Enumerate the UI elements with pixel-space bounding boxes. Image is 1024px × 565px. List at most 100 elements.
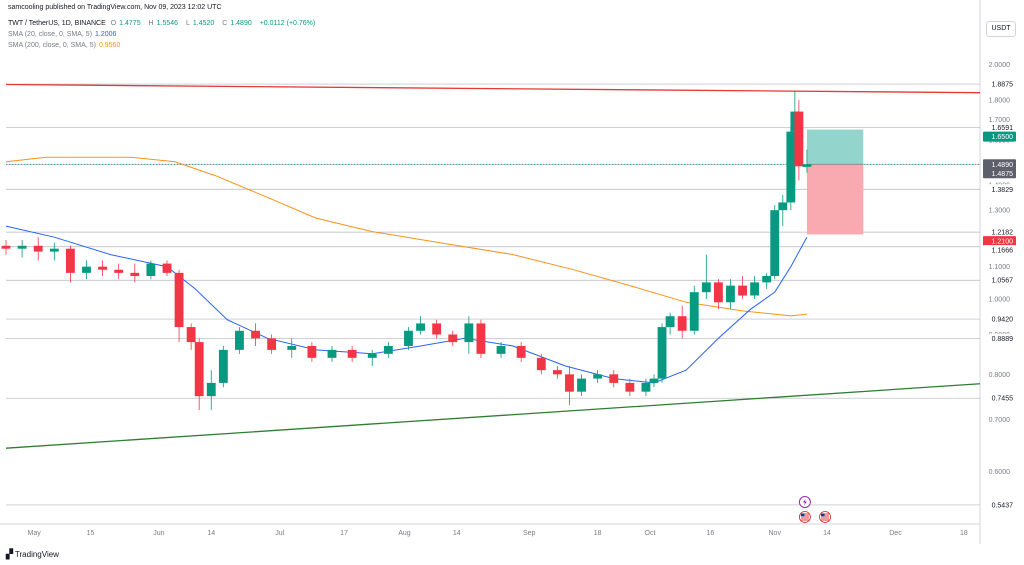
y-tick-label: 1.8000 (989, 98, 1011, 105)
candle (677, 305, 687, 339)
position-profit-zone (806, 129, 864, 165)
candle-body (641, 382, 651, 392)
candle-body (701, 282, 711, 293)
x-tick-label: 16 (706, 530, 714, 537)
price-label-text: 1.8875 (992, 82, 1014, 89)
price-change: +0.0112 (+0.76%) (259, 20, 316, 27)
candle-body (677, 316, 687, 331)
candle (778, 194, 788, 227)
price-label: 0.7455 (983, 393, 1016, 404)
candle-body (186, 327, 196, 343)
candle-body (130, 272, 140, 277)
us-flag-canton (821, 513, 825, 517)
us-flag-stripe (800, 515, 809, 517)
candle (496, 342, 506, 358)
sma200-line (5, 156, 807, 317)
price-label: 0.5437 (983, 499, 1016, 510)
x-tick-label: 14 (823, 530, 831, 537)
y-tick-label: 2.0000 (989, 62, 1011, 69)
price-label-text: 1.3829 (992, 187, 1014, 194)
candle (404, 327, 413, 350)
candle-body (82, 266, 91, 273)
price-label-box (983, 184, 1016, 195)
us-flag-stripe (800, 519, 809, 521)
candle (49, 242, 59, 261)
candle (130, 263, 140, 283)
candle (194, 338, 204, 410)
candle-body (416, 323, 425, 331)
price-label-box (983, 168, 1016, 179)
us-flag-icon-circle (819, 511, 831, 523)
x-tick-label: 18 (960, 530, 968, 537)
candle (367, 349, 377, 366)
candle-body (347, 349, 357, 358)
x-tick-label: Oct (645, 530, 656, 537)
price-label: 1.6500 (983, 131, 1016, 142)
price-label-text: 0.7455 (992, 396, 1014, 403)
y-tick-label: 1.7000 (989, 117, 1011, 124)
tradingview-brand-text: TradingView (14, 550, 59, 559)
candle (383, 342, 393, 358)
candle-body (762, 276, 772, 283)
candle (82, 260, 91, 280)
price-label-box (983, 131, 1016, 142)
sma20-value: 1.2006 (95, 31, 117, 38)
position-loss-zone (806, 164, 864, 235)
x-tick-label: 18 (594, 530, 602, 537)
tradingview-logo[interactable]: ▞ TradingView (6, 549, 59, 560)
candle (565, 365, 574, 406)
lightning-event-icon[interactable] (798, 496, 811, 508)
sma200-legend[interactable]: SMA (200, close, 0, SMA, 5) 0.9560 (8, 42, 121, 49)
price-label: 1.3829 (983, 184, 1016, 195)
us-flag-event-icon[interactable] (799, 511, 811, 523)
symbol-title[interactable]: TWT / TetherUS, 1D, BINANCE (8, 20, 106, 27)
candle-body (649, 378, 659, 383)
candle (448, 330, 458, 346)
candle-body (802, 164, 812, 167)
price-label-box (983, 122, 1016, 133)
candle (665, 312, 675, 335)
candle (802, 149, 812, 173)
candle (536, 353, 546, 375)
ohlc-open: O 1.4775 (110, 20, 141, 27)
candle-body (267, 338, 277, 350)
price-label: 1.4890 (983, 159, 1016, 170)
us-flag-icon-circle (799, 511, 811, 523)
candle (33, 237, 43, 261)
us-flag-event-icon[interactable] (819, 511, 831, 523)
x-tick-label: 15 (87, 530, 95, 537)
us-flag-stripe (800, 517, 809, 519)
candle-body (1, 245, 11, 249)
us-flag-stripe (821, 513, 830, 515)
candle-body (625, 382, 635, 392)
candle-body (206, 382, 216, 397)
us-flag-stripe (821, 519, 830, 521)
candle (625, 378, 635, 397)
currency-button[interactable]: USDT (986, 21, 1016, 37)
candle (146, 260, 156, 280)
candle-body (404, 330, 413, 346)
candle (218, 345, 228, 388)
candle (251, 323, 260, 346)
price-label-text: 1.2100 (992, 239, 1014, 246)
candle (476, 319, 486, 358)
sma20-legend[interactable]: SMA (20, close, 0, SMA, 5) 1.2006 (8, 31, 117, 38)
candle (701, 254, 711, 299)
price-label: 1.8875 (983, 79, 1016, 90)
candle (287, 338, 297, 358)
x-tick-label: Sep (523, 530, 536, 537)
candle-body (17, 245, 27, 249)
candle-body (665, 316, 675, 328)
lightning-icon-glyph (802, 498, 807, 506)
candle-body (235, 330, 244, 350)
ohlc-close: C 1.4890 (222, 20, 252, 27)
candle-body (496, 345, 506, 354)
price-label: 1.2100 (983, 236, 1016, 247)
candle (786, 127, 796, 211)
candle-body (98, 266, 108, 270)
us-flag-stripe (800, 513, 809, 515)
price-label-box (983, 227, 1016, 238)
price-label: 1.2182 (983, 227, 1016, 238)
x-tick-label: Nov (769, 530, 782, 537)
